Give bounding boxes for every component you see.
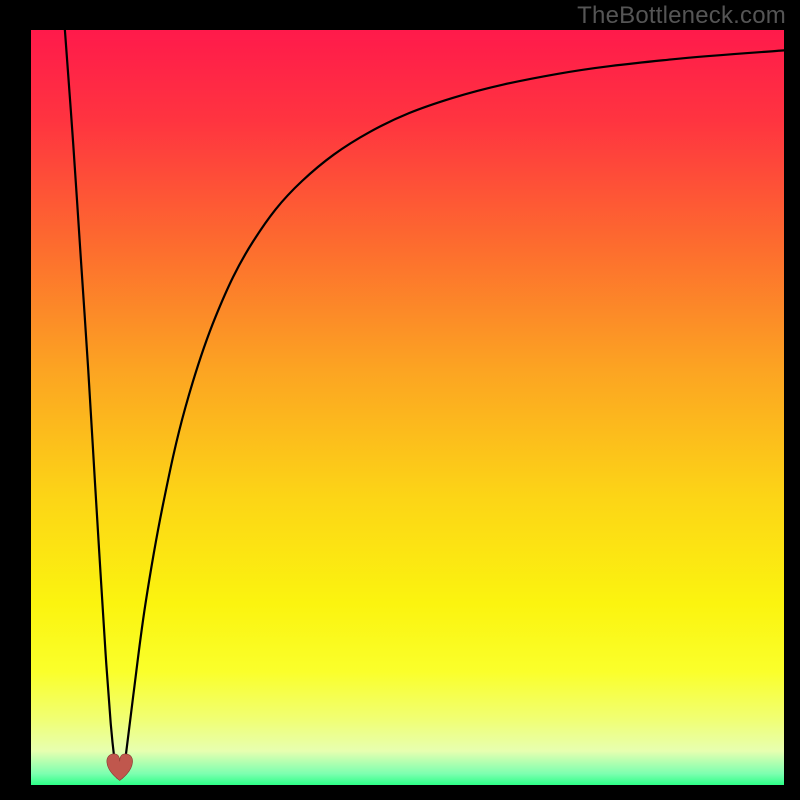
plot-gradient-background [31, 30, 784, 785]
bottleneck-chart [0, 0, 800, 800]
watermark-text: TheBottleneck.com [577, 2, 786, 30]
chart-container: TheBottleneck.com [0, 0, 800, 800]
